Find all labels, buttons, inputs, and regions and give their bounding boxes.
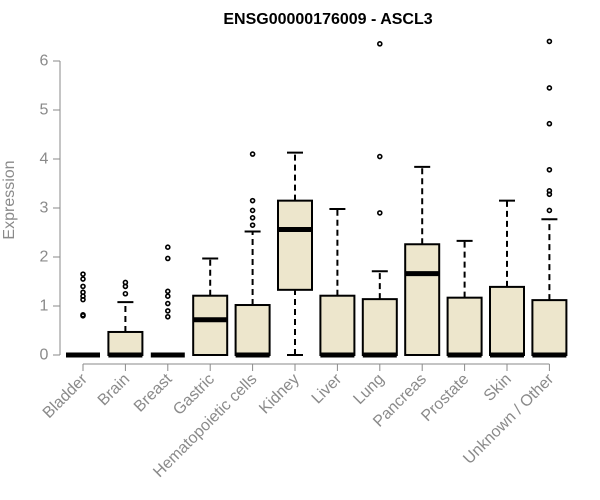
box-group [107, 279, 144, 358]
outlier-point [80, 289, 86, 296]
x-tick-label: Skin [481, 371, 515, 405]
x-tick-label: Breast [131, 370, 176, 415]
box [277, 199, 313, 291]
outlier-point [122, 290, 129, 297]
box [531, 299, 568, 356]
box [404, 243, 441, 356]
outlier-point [546, 85, 553, 91]
outlier-point [249, 197, 256, 204]
box-group [234, 151, 271, 358]
outlier-point [80, 271, 86, 277]
outlier-point [376, 153, 383, 160]
outlier-point [249, 215, 256, 221]
outlier-point [122, 279, 129, 286]
outlier-point [80, 276, 86, 282]
outlier-point [546, 166, 553, 173]
x-tick-label: Lung [350, 371, 387, 408]
outlier-point [165, 308, 171, 314]
outlier-point [249, 222, 256, 228]
outlier-point [80, 283, 86, 290]
x-tick-label: Bladder [40, 370, 91, 421]
outlier-point [546, 188, 553, 194]
box [319, 294, 356, 356]
y-tick-label: 3 [40, 200, 49, 217]
box-group [404, 165, 441, 356]
box [446, 296, 483, 357]
box-group [489, 199, 525, 358]
outlier-point [165, 288, 171, 295]
outlier-point [80, 312, 86, 318]
box-group [66, 271, 100, 358]
outlier-point [376, 210, 383, 216]
outlier-point [376, 41, 383, 47]
outlier-point [165, 244, 171, 250]
x-tick-label: Brain [95, 371, 133, 409]
y-tick-label: 5 [40, 102, 49, 119]
outlier-point [165, 300, 171, 307]
outlier-point [546, 120, 553, 127]
chart-title: ENSG00000176009 - ASCL3 [223, 11, 432, 28]
outlier-point [165, 313, 171, 320]
outlier-point [546, 207, 553, 214]
x-tick-label: Liver [309, 370, 346, 407]
y-tick-label: 6 [40, 53, 49, 70]
box-group [277, 151, 313, 356]
box-group [150, 244, 185, 358]
outlier-point [546, 38, 553, 45]
outlier-point [165, 255, 171, 262]
box-group [192, 257, 229, 356]
x-tick-label: Prostate [418, 371, 472, 425]
box [192, 294, 229, 356]
y-tick-label: 2 [40, 249, 49, 266]
box [489, 285, 525, 357]
y-axis: 0 1 2 3 4 5 6 [40, 53, 61, 364]
y-tick-label: 0 [40, 347, 49, 364]
box-group [319, 207, 356, 358]
box-group [531, 38, 568, 358]
outlier-point [249, 207, 256, 214]
box [361, 298, 398, 357]
y-tick-label: 4 [40, 151, 49, 168]
box [107, 330, 144, 357]
box-group [361, 41, 398, 358]
y-axis-title: Expression [1, 160, 18, 239]
y-tick-label: 1 [40, 298, 49, 315]
plot-area [66, 38, 568, 358]
box [234, 304, 271, 356]
box-group [446, 239, 483, 358]
outlier-point [249, 151, 256, 157]
x-tick-label: Kidney [256, 371, 303, 418]
outlier-point [165, 293, 171, 300]
